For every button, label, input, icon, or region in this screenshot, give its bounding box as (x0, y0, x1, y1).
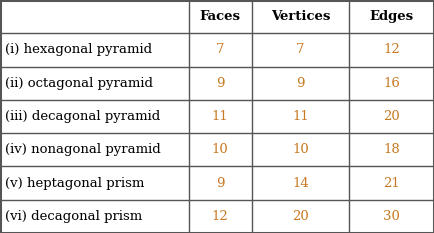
Text: 9: 9 (216, 177, 224, 190)
Text: Vertices: Vertices (271, 10, 330, 23)
Text: 14: 14 (292, 177, 309, 190)
Text: 10: 10 (292, 143, 309, 156)
Text: 20: 20 (383, 110, 400, 123)
Text: 7: 7 (216, 43, 224, 56)
Text: 30: 30 (383, 210, 400, 223)
Text: (i) hexagonal pyramid: (i) hexagonal pyramid (5, 43, 152, 56)
Text: 21: 21 (383, 177, 400, 190)
Text: 7: 7 (296, 43, 305, 56)
Text: Faces: Faces (200, 10, 241, 23)
Text: 9: 9 (296, 77, 305, 90)
Text: 11: 11 (212, 110, 229, 123)
Text: (iv) nonagonal pyramid: (iv) nonagonal pyramid (5, 143, 161, 156)
Text: 12: 12 (212, 210, 229, 223)
Text: 9: 9 (216, 77, 224, 90)
Text: (iii) decagonal pyramid: (iii) decagonal pyramid (5, 110, 161, 123)
Text: Edges: Edges (370, 10, 414, 23)
Text: (vi) decagonal prism: (vi) decagonal prism (5, 210, 142, 223)
Text: 10: 10 (212, 143, 229, 156)
Text: 20: 20 (292, 210, 309, 223)
Text: 16: 16 (383, 77, 400, 90)
Text: (v) heptagonal prism: (v) heptagonal prism (5, 177, 145, 190)
Text: (ii) octagonal pyramid: (ii) octagonal pyramid (5, 77, 153, 90)
Text: 18: 18 (383, 143, 400, 156)
Text: 11: 11 (292, 110, 309, 123)
Text: 12: 12 (383, 43, 400, 56)
